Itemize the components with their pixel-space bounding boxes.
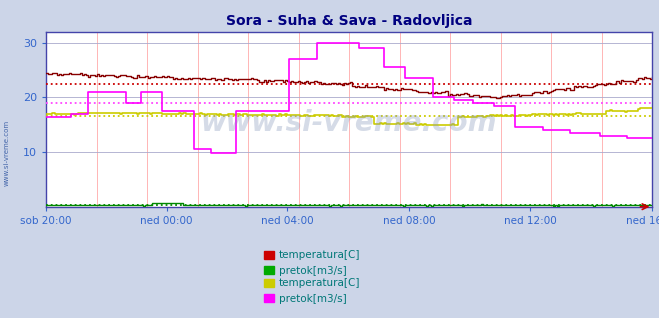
Text: www.si-vreme.com: www.si-vreme.com <box>201 109 498 137</box>
Text: www.si-vreme.com: www.si-vreme.com <box>3 120 10 186</box>
Legend: temperatura[C], pretok[m3/s]: temperatura[C], pretok[m3/s] <box>264 278 360 304</box>
Title: Sora - Suha & Sava - Radovljica: Sora - Suha & Sava - Radovljica <box>226 14 473 28</box>
